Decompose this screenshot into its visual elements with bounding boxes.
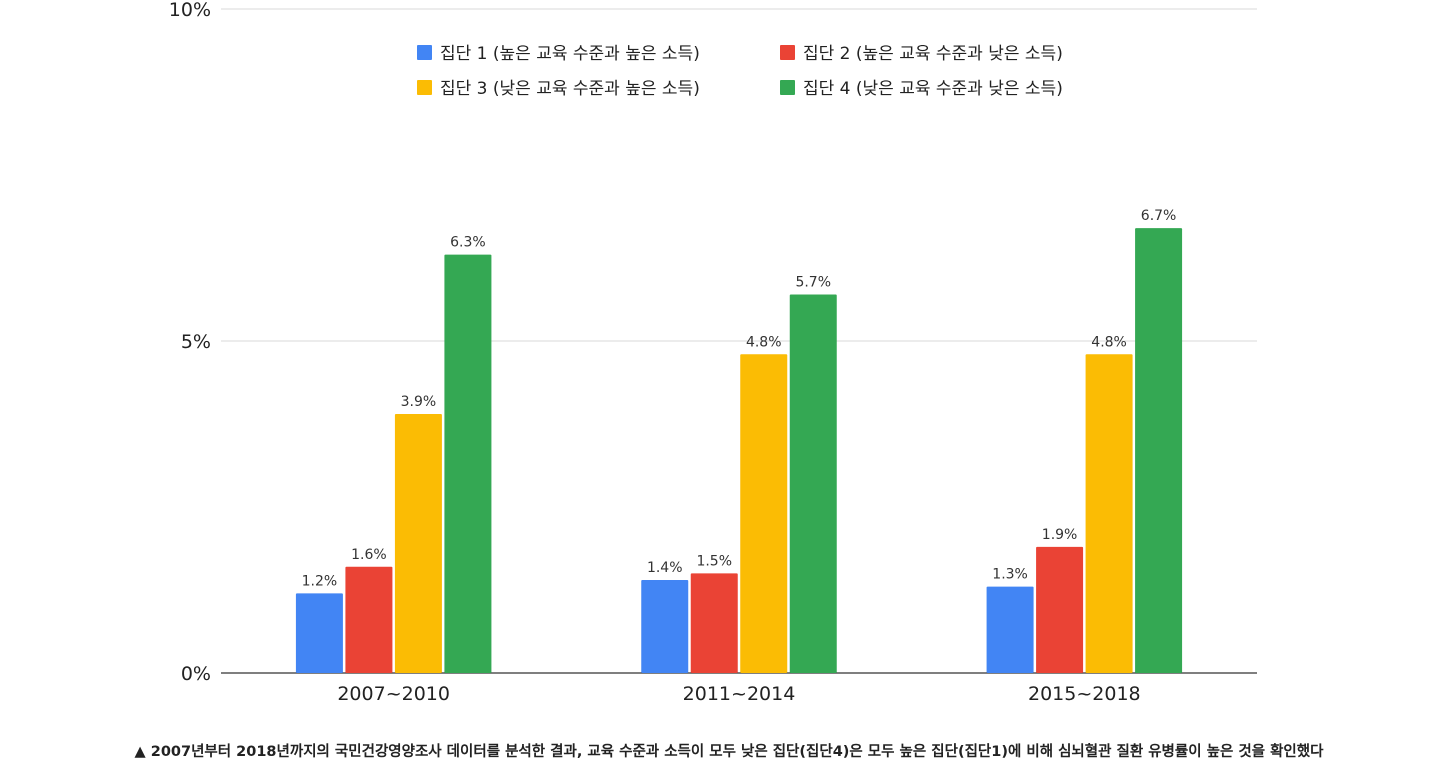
data-label: 3.9% [401,394,437,410]
data-label: 1.4% [647,560,683,576]
y-tick-label: 0% [181,663,211,685]
bar [295,593,343,673]
data-label: 1.3% [992,567,1028,583]
legend-swatch [417,45,432,60]
data-label: 1.2% [302,573,338,589]
data-label: 6.7% [1141,208,1177,224]
bar-chart: 0% 5% 10% 1.2% 1.6% 3.9% 6.3% 2007~2010 1.4% 1.5%… [169,0,1257,705]
legend-swatch [780,80,795,95]
data-label: 6.3% [450,235,486,251]
bar [641,580,689,673]
data-label: 4.8% [746,334,782,350]
data-label: 1.5% [696,553,732,569]
data-label: 1.9% [1042,527,1078,543]
data-label: 1.6% [351,547,387,563]
bar [1036,546,1084,673]
y-tick-label: 5% [181,331,211,353]
legend-label: 집단 4 (낮은 교육 수준과 낮은 소득) [803,79,1063,99]
legend-swatch [780,45,795,60]
y-tick-label: 10% [169,0,211,21]
bar [1135,228,1183,673]
x-category-label: 2007~2010 [337,683,450,705]
data-label: 4.8% [1091,334,1127,350]
legend-label: 집단 3 (낮은 교육 수준과 높은 소득) [440,79,700,99]
data-label: 5.7% [795,275,831,291]
bar [1085,354,1133,673]
x-category-label: 2011~2014 [683,683,796,705]
bar [394,414,442,673]
bar [986,586,1034,673]
bar [444,254,492,673]
x-category-label: 2015~2018 [1028,683,1141,705]
legend-swatch [417,80,432,95]
legend-label: 집단 1 (높은 교육 수준과 높은 소득) [440,44,700,64]
legend-label: 집단 2 (높은 교육 수준과 낮은 소득) [803,44,1063,64]
figure-caption: ▲ 2007년부터 2018년까지의 국민건강영양조사 데이터를 분석한 결과,… [134,744,1324,760]
bar [740,354,788,673]
bar [789,294,837,673]
bar [345,566,393,673]
bar [690,573,738,673]
